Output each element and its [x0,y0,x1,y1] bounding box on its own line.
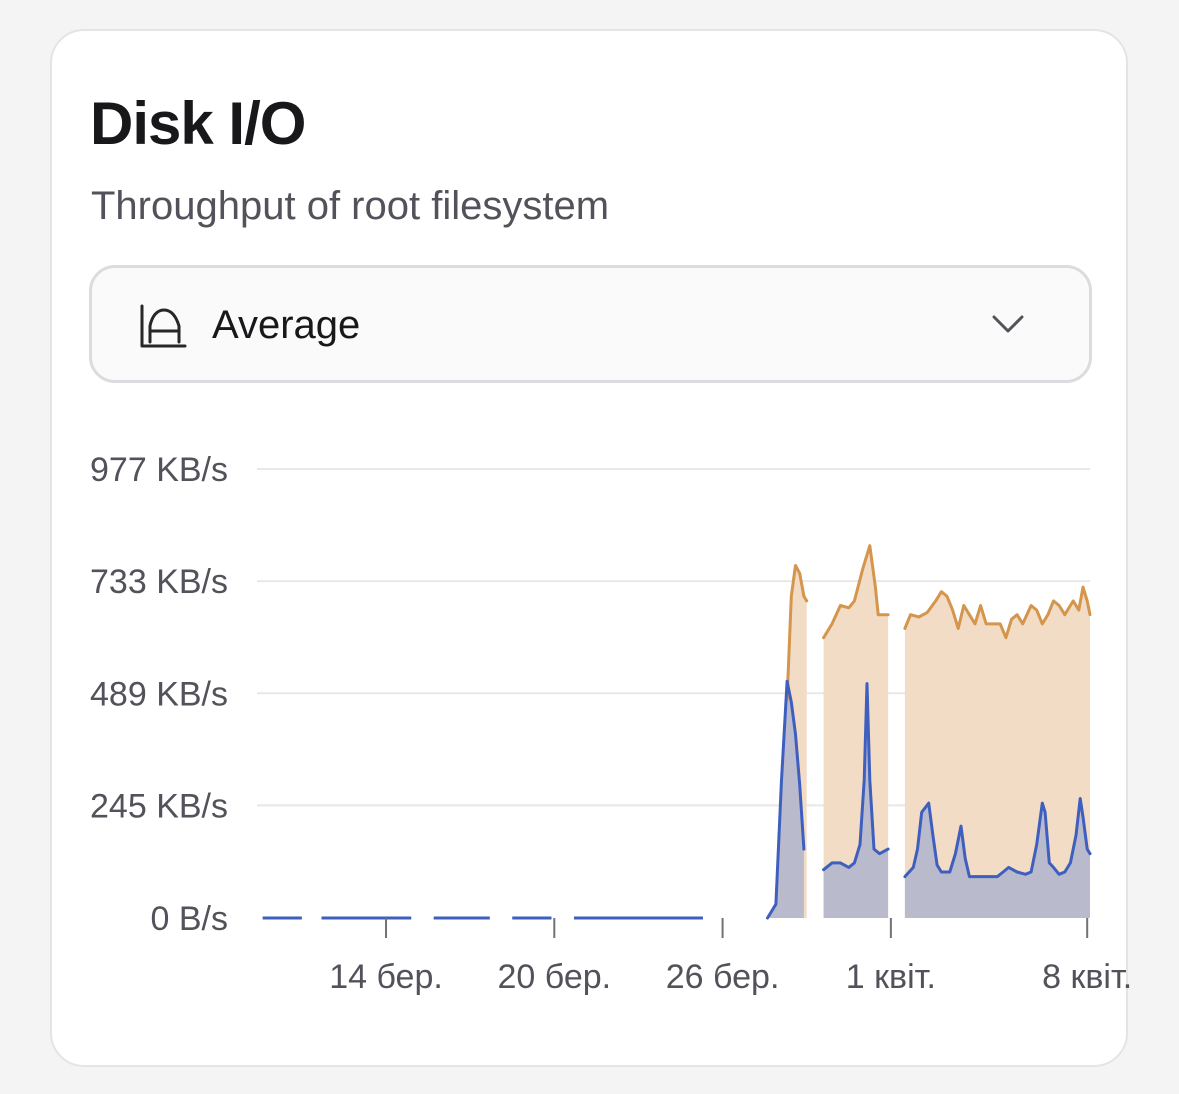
grid-layer [257,468,1090,807]
y-tick-label: 245 KB/s [90,787,228,825]
series-write-area [756,681,804,918]
chevron-down-icon [992,315,1024,333]
aggregation-select[interactable]: Average [89,265,1092,383]
series-read-line [785,564,809,701]
series-read-area [781,565,807,918]
axis-layer: 977 KB/s 733 KB/s 489 KB/s 245 KB/s 0 B/s 14 … [90,451,1130,996]
series-read-line [822,544,890,640]
y-tick-label: 733 KB/s [90,563,228,601]
series-write-area [904,798,1090,918]
chart-area-icon [140,304,187,348]
series-write-area [823,683,889,918]
series-write-line [903,797,1092,879]
y-tick-label: 977 KB/s [90,451,228,489]
aggregation-select-value: Average [212,303,361,347]
series-read-line [903,585,1092,640]
series-write-line [766,679,806,920]
x-tick-label: 8 квіт. [1042,958,1130,996]
line-layer [262,544,1092,920]
x-tick-label: 14 бер. [329,958,443,996]
x-tick-label: 20 бер. [497,958,611,996]
card-title: Disk I/O [90,90,306,157]
x-tick-label: 26 бер. [666,958,780,996]
x-tick-label: 1 квіт. [846,958,936,996]
disk-io-card: Disk I/O Throughput of root filesystem A… [50,29,1130,1067]
y-tick-label: 0 B/s [151,900,228,938]
series-write-line [822,682,890,872]
card-subtitle: Throughput of root filesystem [91,184,610,228]
series-read-area [823,545,889,918]
series-read-area [904,587,1090,918]
y-tick-label: 489 KB/s [90,675,228,713]
area-layer [756,545,1090,918]
